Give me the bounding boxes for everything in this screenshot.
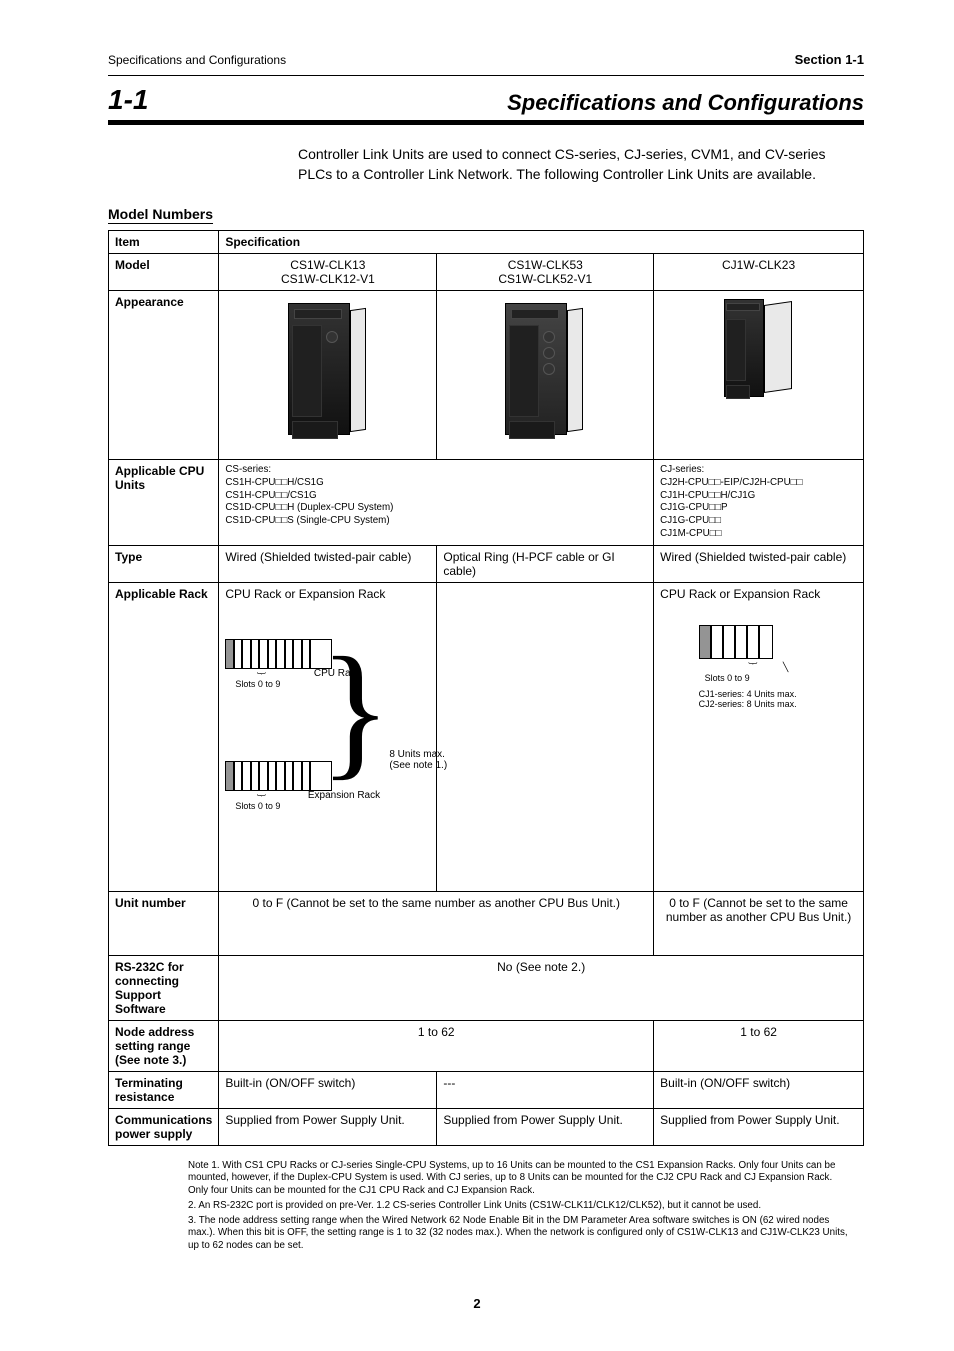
cell-appearance-c <box>654 291 864 460</box>
intro-paragraph: Controller Link Units are used to connec… <box>298 145 858 184</box>
cell-type-a: Wired (Shielded twisted-pair cable) <box>219 545 437 582</box>
cell-term-c: Built-in (ON/OFF switch) <box>654 1071 864 1108</box>
cell-nodeaddr-c: 1 to 62 <box>654 1020 864 1071</box>
cell-appearance-a <box>219 291 437 460</box>
header-right: Section 1-1 <box>795 52 864 67</box>
rack-a-head: CPU Rack or Expansion Rack <box>225 587 430 601</box>
exp-rack-fig <box>225 761 332 791</box>
unit-figure-cs-wired-icon <box>278 295 378 445</box>
exp-slots-lbl: Slots 0 to 9 <box>235 801 385 811</box>
note-3: 3. The node address setting range when t… <box>188 1215 848 1253</box>
cj-rack-fig <box>699 625 773 659</box>
cj-max-lbl: CJ1-series: 4 Units max. CJ2-series: 8 U… <box>699 689 819 709</box>
cj-slots-lbl: Slots 0 to 9 <box>705 673 819 683</box>
cell-power-c: Supplied from Power Supply Unit. <box>654 1108 864 1145</box>
cell-model-c: CJ1W-CLK23 <box>654 254 864 291</box>
col-item: Item <box>109 231 219 254</box>
cell-rs232c: No (See note 2.) <box>219 955 864 1020</box>
section-number: 1-1 <box>108 84 148 116</box>
row-nodeaddr: Node address setting range (See note 3.) <box>109 1020 219 1071</box>
note-1: Note 1. With CS1 CPU Racks or CJ-series … <box>188 1160 848 1198</box>
page-number: 2 <box>0 1296 954 1311</box>
row-power: Communications power supply <box>109 1108 219 1145</box>
bigbrace-label: 8 Units max. (See note 1.) <box>389 749 449 771</box>
rack-c-head: CPU Rack or Expansion Rack <box>660 587 857 601</box>
cell-type-c: Wired (Shielded twisted-pair cable) <box>654 545 864 582</box>
cell-rack-a-fig: CPU Rack or Expansion Rack ︸ CPU Rack Sl… <box>219 582 437 891</box>
cell-type-b: Optical Ring (H-PCF cable or GI cable) <box>437 545 654 582</box>
section-rule <box>108 120 864 125</box>
cell-rack-b-empty <box>437 582 654 891</box>
header-rule <box>108 75 864 76</box>
section-title: Specifications and Configurations <box>507 90 864 116</box>
spec-table: Item Specification Model CS1W-CLK13 CS1W… <box>108 230 864 1145</box>
cell-rack-c-fig: CPU Rack or Expansion Rack ︸╲ Slots 0 to… <box>654 582 864 891</box>
big-brace-icon: } <box>319 643 391 778</box>
cell-model-a: CS1W-CLK13 CS1W-CLK12-V1 <box>219 254 437 291</box>
row-model: Model <box>109 254 219 291</box>
subheading-model-numbers: Model Numbers <box>108 206 864 222</box>
cell-power-a: Supplied from Power Supply Unit. <box>219 1108 437 1145</box>
cell-appearance-b <box>437 291 654 460</box>
row-appearance: Appearance <box>109 291 219 460</box>
cell-power-b: Supplied from Power Supply Unit. <box>437 1108 654 1145</box>
col-spec: Specification <box>219 231 864 254</box>
row-unitno: Unit number <box>109 891 219 955</box>
cpu-rack-fig <box>225 639 332 669</box>
cell-term-b: --- <box>437 1071 654 1108</box>
cell-unitno-c: 0 to F (Cannot be set to the same number… <box>654 891 864 955</box>
cell-nodeaddr-a: 1 to 62 <box>219 1020 654 1071</box>
cell-unitno-a: 0 to F (Cannot be set to the same number… <box>219 891 654 955</box>
row-rs232c: RS-232C for connecting Support Software <box>109 955 219 1020</box>
cell-applicable-c: CJ-series: CJ2H-CPU□□-EIP/CJ2H-CPU□□ CJ1… <box>654 460 864 545</box>
header-left: Specifications and Configurations <box>108 53 286 67</box>
row-applicable-cpu: Applicable CPU Units <box>109 460 219 545</box>
unit-figure-cj-wired-icon <box>716 295 801 403</box>
note-2: 2. An RS-232C port is provided on pre-Ve… <box>188 1200 848 1213</box>
row-type: Type <box>109 545 219 582</box>
row-terminating: Terminating resistance <box>109 1071 219 1108</box>
cell-applicable-a: CS-series: CS1H-CPU□□H/CS1G CS1H-CPU□□/C… <box>219 460 654 545</box>
cell-term-a: Built-in (ON/OFF switch) <box>219 1071 437 1108</box>
row-applicable-rack: Applicable Rack <box>109 582 219 891</box>
unit-figure-cs-optical-icon <box>495 295 595 445</box>
cell-model-b: CS1W-CLK53 CS1W-CLK52-V1 <box>437 254 654 291</box>
